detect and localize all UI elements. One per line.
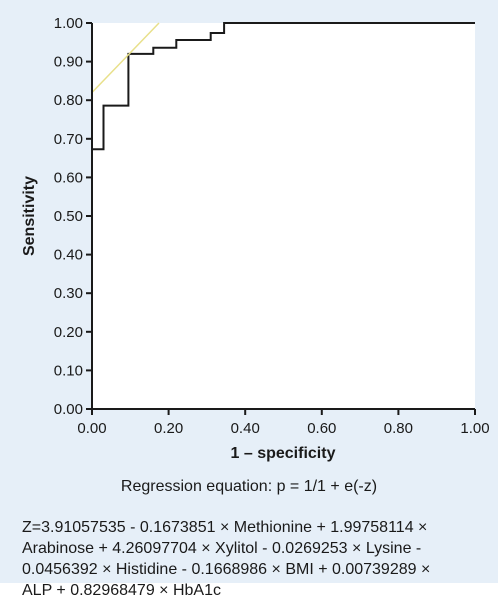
y-axis-ticks: 0.00 0.10 0.20 0.30 0.40 0.50 0.60 0.70 0.80 0.90… bbox=[54, 15, 92, 418]
x-tick-label: 0.40 bbox=[231, 420, 260, 437]
x-tick-label: 0.20 bbox=[154, 420, 183, 437]
series-group bbox=[91, 22, 475, 409]
plot-area bbox=[92, 23, 475, 409]
x-tick-label: 1.00 bbox=[460, 420, 489, 437]
y-tick-label: 0.70 bbox=[54, 131, 83, 148]
x-axis-title: 1 – specificity bbox=[231, 445, 336, 462]
tangent-line bbox=[91, 22, 160, 94]
y-tick-label: 0.30 bbox=[54, 285, 83, 302]
x-tick-label: 0.60 bbox=[307, 420, 336, 437]
y-tick-label: 0.50 bbox=[54, 208, 83, 225]
y-tick-label: 0.20 bbox=[54, 324, 83, 341]
roc-chart: 0.00 0.10 0.20 0.30 0.40 0.50 0.60 0.70 0.80 0.90… bbox=[21, 15, 490, 462]
roc-curve bbox=[91, 22, 475, 409]
y-tick-label: 0.60 bbox=[54, 169, 83, 186]
y-tick-label: 0.90 bbox=[54, 54, 83, 71]
y-tick-label: 0.80 bbox=[54, 92, 83, 109]
y-tick-label: 0.00 bbox=[54, 401, 83, 418]
regression-equation-title: Regression equation: p = 1/1 + e(-z) bbox=[120, 478, 378, 495]
x-tick-label: 0.00 bbox=[77, 420, 106, 437]
regression-equation-body: Z=3.91057535 - 0.1673851 × Methionine + … bbox=[22, 519, 431, 599]
x-axis-ticks: 0.00 0.20 0.40 0.60 0.80 1.00 bbox=[77, 409, 490, 437]
y-axis-title: Sensitivity bbox=[21, 176, 38, 256]
y-tick-label: 1.00 bbox=[54, 15, 83, 32]
x-tick-label: 0.80 bbox=[384, 420, 413, 437]
y-tick-label: 0.40 bbox=[54, 247, 83, 264]
y-tick-label: 0.10 bbox=[54, 362, 83, 379]
bottom-strip bbox=[0, 583, 498, 589]
